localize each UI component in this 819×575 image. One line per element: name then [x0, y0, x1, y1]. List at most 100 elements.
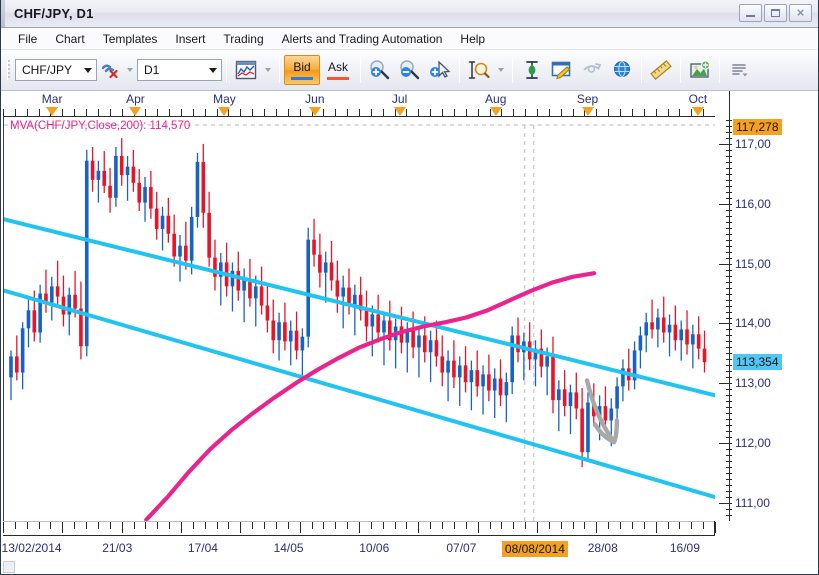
- minimize-button[interactable]: [739, 4, 762, 22]
- add-image-icon[interactable]: [685, 55, 715, 85]
- timeframe-select[interactable]: D1: [137, 59, 222, 81]
- date-axis-tick: [264, 522, 266, 529]
- date-axis-tick: [86, 522, 88, 529]
- candle-body: [131, 166, 136, 183]
- price-axis-tick: [726, 191, 732, 193]
- chart-type-dropdown-arrow-icon[interactable]: [261, 56, 275, 84]
- annotate-window-icon[interactable]: [547, 55, 577, 85]
- date-axis-tick: [655, 522, 657, 533]
- ask-button[interactable]: Ask: [320, 55, 356, 85]
- window-controls: ×: [739, 4, 812, 22]
- trendline-upper-channel: [4, 217, 715, 398]
- zoom-in-icon[interactable]: [365, 55, 395, 85]
- date-axis-tick: [465, 522, 467, 529]
- candle-body: [679, 329, 684, 341]
- month-axis-tick: [631, 109, 633, 116]
- price-axis-tick: [726, 509, 732, 511]
- candle-body: [656, 317, 660, 330]
- title-bar-edge: [1, 0, 5, 27]
- price-axis-tick: [726, 119, 732, 121]
- candle-body: [580, 408, 584, 453]
- bid-button[interactable]: Bid: [284, 55, 320, 85]
- month-axis-tick: [513, 109, 515, 116]
- symbol-select[interactable]: CHF/JPY: [15, 59, 97, 81]
- candle-body: [702, 348, 707, 363]
- menu-item-file[interactable]: File: [18, 31, 38, 46]
- price-axis-tick: [726, 173, 732, 175]
- month-label-jul: Jul: [391, 92, 408, 106]
- date-axis-tick: [192, 522, 194, 529]
- zoom-out-icon[interactable]: [395, 55, 425, 85]
- date-axis-tick: [157, 522, 159, 529]
- maximize-button[interactable]: [764, 4, 787, 22]
- scale-magnifier-icon[interactable]: [464, 55, 494, 85]
- chart-type-icon[interactable]: [231, 55, 261, 85]
- month-axis-tick: [370, 109, 372, 116]
- menu-item-alerts-automation[interactable]: Alerts and Trading Automation: [281, 31, 443, 46]
- price-axis-tick: [719, 203, 732, 205]
- date-axis-tick: [145, 522, 147, 529]
- candle-body: [446, 360, 450, 373]
- price-axis[interactable]: 117,00 116,00 115,00 114,00 113,00 112,00 111,…: [715, 91, 818, 521]
- candle-body: [137, 182, 142, 203]
- date-axis-tick: [572, 522, 574, 529]
- date-axis-tick: [216, 522, 218, 529]
- date-axis-tick: [228, 522, 230, 529]
- price-axis-tick: [726, 149, 732, 151]
- date-axis-tick: [560, 522, 562, 529]
- ruler-icon[interactable]: [646, 55, 676, 85]
- candle-body: [364, 310, 369, 327]
- menu-item-chart[interactable]: Chart: [55, 31, 85, 46]
- menu-item-templates[interactable]: Templates: [102, 31, 158, 46]
- date-axis-tick: [382, 522, 384, 529]
- candle-body: [562, 389, 567, 407]
- close-button[interactable]: ×: [789, 4, 812, 22]
- globe-icon[interactable]: [607, 55, 637, 85]
- candle-body: [108, 185, 112, 198]
- chart-plot[interactable]: MVA(CHF/JPY,Close,200): 114,570: [3, 117, 715, 521]
- candle-body: [475, 370, 480, 387]
- candle-body: [452, 360, 456, 378]
- candle-body: [621, 368, 625, 387]
- price-axis-tick: [719, 323, 732, 325]
- price-axis-tick: [726, 353, 732, 355]
- month-axis-tick: [406, 109, 408, 116]
- menu-item-insert[interactable]: Insert: [175, 31, 206, 46]
- scrollbar-corner[interactable]: [3, 561, 15, 573]
- candle-body: [533, 348, 538, 360]
- candle-body: [638, 335, 643, 351]
- candle-body: [178, 245, 182, 257]
- chain-dropdown-arrow-icon[interactable]: [123, 56, 137, 84]
- date-axis-tick: [347, 522, 349, 529]
- scale-dropdown-arrow-icon[interactable]: [494, 56, 508, 84]
- price-axis-tick: [726, 455, 732, 457]
- candle-body: [696, 334, 701, 349]
- month-axis[interactable]: Mar Apr May Jun Jul Aug Sep Oct: [3, 91, 716, 117]
- month-axis-tick: [418, 109, 420, 116]
- candle-body: [143, 187, 147, 203]
- price-axis-tick: [726, 221, 732, 223]
- price-axis-tick: [726, 497, 732, 499]
- date-axis-tick: [275, 522, 277, 529]
- date-axis-tick: [299, 522, 301, 533]
- toolbar-separator: [226, 57, 227, 83]
- undo-view-icon[interactable]: [577, 55, 607, 85]
- chain-broken-icon[interactable]: [97, 55, 123, 85]
- candle-body: [84, 160, 89, 347]
- candle-body: [568, 392, 573, 407]
- crosshair-icon[interactable]: [517, 55, 547, 85]
- menu-item-trading[interactable]: Trading: [223, 31, 264, 46]
- date-axis-tick: [525, 522, 527, 529]
- price-axis-tick: [726, 269, 732, 271]
- toolbar-grip[interactable]: [7, 60, 10, 80]
- date-axis-tick: [631, 522, 633, 529]
- candle-body: [341, 287, 345, 297]
- date-axis[interactable]: 13/02/2014 21/03 17/04 14/05 10/06 07/07 08/08…: [2, 521, 818, 573]
- menu-item-help[interactable]: Help: [460, 31, 486, 46]
- cursor-zoom-icon[interactable]: [425, 55, 455, 85]
- month-axis-tick: [347, 109, 349, 116]
- list-options-icon[interactable]: [724, 55, 754, 85]
- price-axis-tick: [719, 443, 732, 445]
- candle-body: [125, 166, 130, 176]
- freehand-arrow-head-right: [611, 418, 620, 445]
